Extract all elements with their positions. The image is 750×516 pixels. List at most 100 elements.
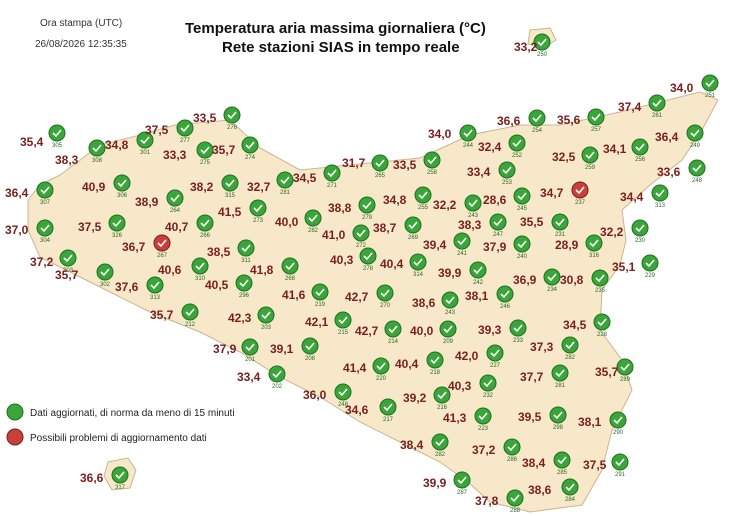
- station-icon: [36, 181, 54, 199]
- station-check: [692, 164, 702, 173]
- station: 39,4 241: [423, 232, 471, 257]
- station-icon: [48, 124, 66, 142]
- station-icon: [464, 194, 482, 212]
- station: 34,8 301: [105, 131, 154, 156]
- station-check: [517, 192, 527, 201]
- station-temp: 32,7: [247, 180, 271, 194]
- station: 37,5 326: [78, 214, 126, 239]
- station-icon: [469, 261, 487, 279]
- station-temp: 33,4: [237, 370, 261, 384]
- station-temp: 34,7: [540, 186, 564, 200]
- station: 42,0 227: [455, 344, 504, 369]
- station-temp: 38,4: [400, 438, 424, 452]
- station: 38,1 290: [578, 411, 627, 436]
- station: 36,9 234: [513, 268, 561, 293]
- station-check: [493, 218, 503, 227]
- station-id: 281: [280, 190, 291, 196]
- station-check: [635, 143, 645, 152]
- station-temp: 42,3: [228, 311, 252, 325]
- station: 40,5 296: [205, 274, 253, 299]
- station-temp: 41,6: [282, 288, 306, 302]
- station-id: 234: [547, 287, 558, 293]
- station-check: [589, 239, 599, 248]
- station-icon: [585, 234, 603, 252]
- station: 34,1 256: [603, 138, 649, 163]
- station-id: 287: [457, 490, 468, 496]
- station-temp: 41,5: [218, 205, 242, 219]
- station-temp: 40,0: [275, 215, 299, 229]
- station-icon: [223, 106, 241, 124]
- station-icon: [379, 398, 397, 416]
- station: 39,9 242: [438, 261, 487, 286]
- station: 37,8 288: [475, 489, 524, 514]
- station-id: 244: [463, 143, 474, 149]
- station-check: [200, 146, 210, 155]
- station-check: [502, 166, 512, 175]
- station-icon: [631, 219, 649, 237]
- station: 34,5 228: [563, 313, 611, 338]
- station: 37,4 261: [618, 94, 666, 119]
- station-check: [443, 325, 453, 334]
- station: 32,5 259: [552, 146, 599, 171]
- station: 40,7 266: [165, 214, 214, 239]
- station-temp: 33,2: [514, 40, 538, 54]
- station-id: 233: [513, 338, 524, 344]
- station-temp: 38,6: [528, 483, 552, 497]
- station-id: 267: [157, 253, 168, 259]
- station-id: 261: [652, 113, 663, 119]
- station-check: [115, 471, 125, 480]
- station: 37,5 277: [145, 119, 194, 144]
- station-icon: [498, 161, 516, 179]
- station-temp: 37,9: [213, 342, 237, 356]
- station-icon: [358, 196, 376, 214]
- station: 36,6 317: [80, 466, 129, 491]
- station-check: [185, 308, 195, 317]
- station: 38,5 311: [207, 239, 255, 264]
- station: 40,4 314: [380, 253, 427, 278]
- station-id: 256: [635, 157, 646, 163]
- station-temp: 38,3: [55, 153, 79, 167]
- station: 38,4 285: [522, 451, 571, 476]
- station-id: 237: [575, 200, 586, 206]
- station: 33,5 258: [393, 151, 441, 176]
- station-temp: 35,7: [150, 308, 174, 322]
- station-check: [338, 388, 348, 397]
- station-id: 241: [457, 251, 468, 257]
- station-icon: [453, 471, 471, 489]
- station-temp: 42,0: [455, 349, 479, 363]
- station-check: [280, 176, 290, 185]
- station-id: 259: [585, 165, 596, 171]
- station-check: [437, 391, 447, 400]
- station-check: [308, 214, 318, 223]
- station-temp: 38,7: [373, 221, 397, 235]
- station-temp: 40,4: [380, 257, 404, 271]
- station-icon: [409, 253, 427, 271]
- station-check: [652, 99, 662, 108]
- station-icon: [609, 411, 627, 429]
- station-icon: [334, 383, 352, 401]
- station-id: 268: [285, 276, 296, 282]
- station-temp: 34,6: [345, 403, 369, 417]
- station-check: [117, 179, 127, 188]
- station-id: 286: [507, 457, 518, 463]
- station: 32,2 243: [433, 194, 482, 219]
- station-id: 219: [315, 302, 326, 308]
- station-check: [418, 191, 428, 200]
- station-temp: 40,7: [165, 220, 189, 234]
- station: 36,4 249: [655, 124, 704, 149]
- station-check: [40, 186, 50, 195]
- station-id: 235: [595, 288, 606, 294]
- station-id: 223: [478, 426, 489, 432]
- station-check: [180, 124, 190, 133]
- station: 38,2 315: [190, 174, 239, 199]
- station-check: [241, 244, 251, 253]
- station-temp: 35,7: [212, 143, 236, 157]
- station: 37,3 282: [530, 336, 579, 361]
- station: 37,6 313: [115, 276, 164, 301]
- station-icon: [237, 239, 255, 257]
- station-id: 281: [555, 383, 566, 389]
- station-id: 257: [591, 127, 602, 133]
- station: 40,3 278: [330, 247, 377, 272]
- station-icon: [587, 108, 605, 126]
- station-temp: 36,0: [303, 388, 327, 402]
